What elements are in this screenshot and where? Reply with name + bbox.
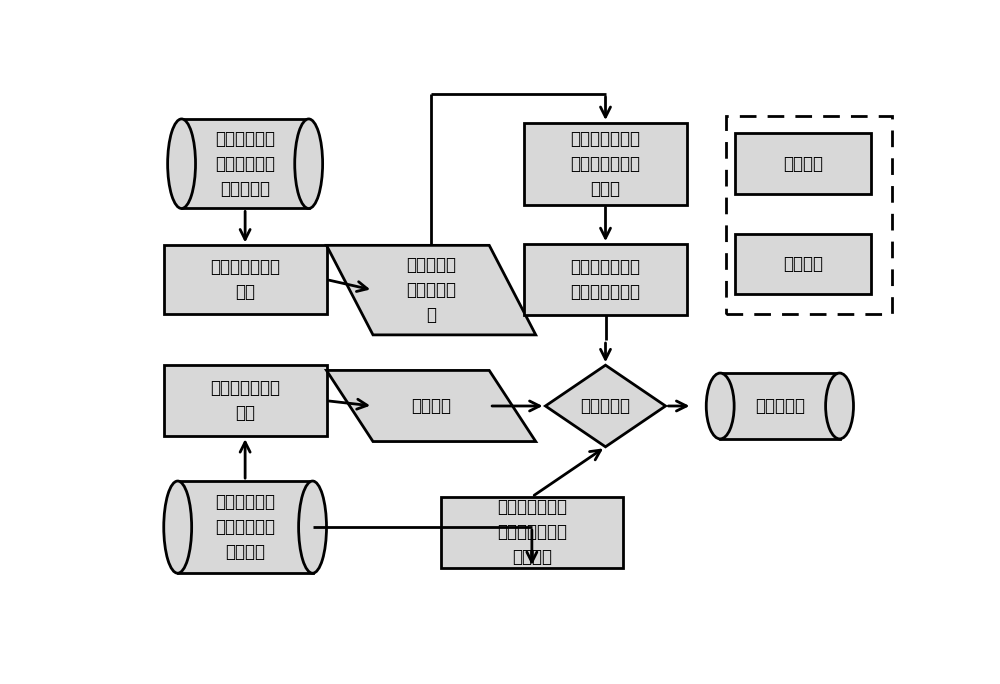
Text: 实车应用: 实车应用: [783, 254, 823, 273]
FancyBboxPatch shape: [441, 497, 623, 568]
Ellipse shape: [164, 481, 192, 573]
Text: 容量估计值: 容量估计值: [755, 397, 805, 415]
Ellipse shape: [826, 373, 854, 439]
Text: 训练健康因子序
列与容量的关系: 训练健康因子序 列与容量的关系: [570, 258, 640, 301]
FancyBboxPatch shape: [164, 246, 326, 314]
Ellipse shape: [299, 481, 326, 573]
Polygon shape: [326, 371, 536, 442]
FancyBboxPatch shape: [182, 119, 309, 209]
Text: 温升计算及滤波
处理: 温升计算及滤波 处理: [210, 379, 280, 422]
Ellipse shape: [706, 373, 734, 439]
Text: 离线训练: 离线训练: [783, 155, 823, 173]
Text: 温升曲线和
电池容量数
据: 温升曲线和 电池容量数 据: [406, 256, 456, 324]
FancyBboxPatch shape: [735, 233, 871, 294]
FancyBboxPatch shape: [524, 123, 687, 205]
FancyBboxPatch shape: [720, 373, 840, 439]
FancyBboxPatch shape: [178, 481, 313, 573]
Text: 温升曲线: 温升曲线: [411, 397, 451, 415]
Text: 在容量敏感区间
对健康因子序列
进行采样: 在容量敏感区间 对健康因子序列 进行采样: [497, 499, 567, 566]
Polygon shape: [545, 365, 666, 447]
FancyBboxPatch shape: [524, 244, 687, 315]
FancyBboxPatch shape: [164, 365, 326, 436]
FancyBboxPatch shape: [735, 133, 871, 194]
Text: 确定容量敏感区
间并采样健康因
子序列: 确定容量敏感区 间并采样健康因 子序列: [570, 130, 640, 198]
Ellipse shape: [295, 119, 323, 209]
Text: 容量估计器: 容量估计器: [580, 397, 631, 415]
Ellipse shape: [168, 119, 196, 209]
Polygon shape: [326, 246, 536, 335]
Text: 充电过程电池
表面温度和电
池容量数据: 充电过程电池 表面温度和电 池容量数据: [215, 130, 275, 198]
Text: 实车采集充电
过程电池表面
温度数据: 实车采集充电 过程电池表面 温度数据: [215, 493, 275, 561]
Text: 温升计算及滤波
处理: 温升计算及滤波 处理: [210, 258, 280, 301]
